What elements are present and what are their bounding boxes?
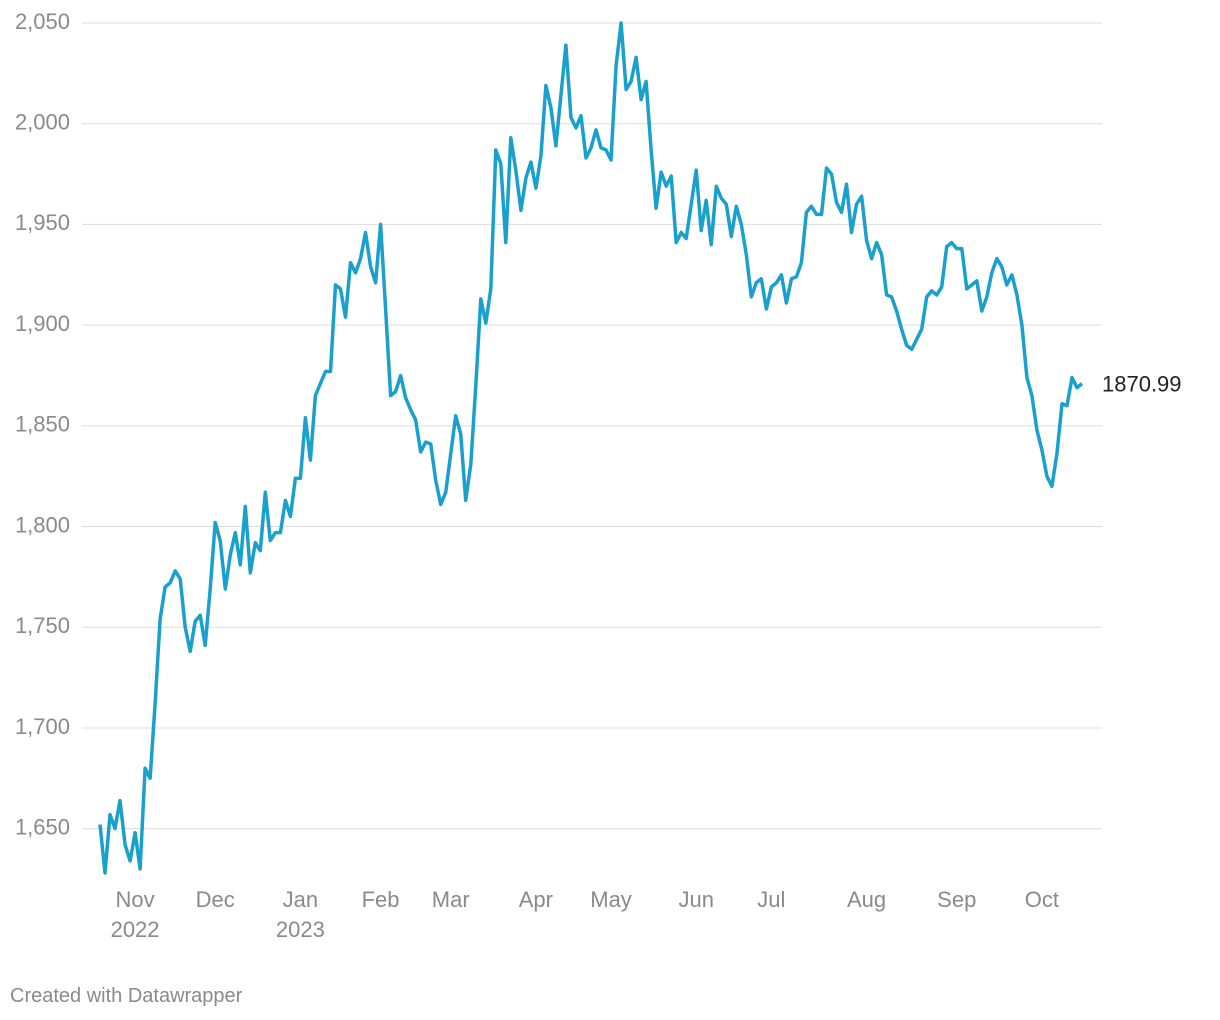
y-tick-label: 1,750 bbox=[15, 613, 70, 638]
y-tick-label: 2,050 bbox=[15, 9, 70, 34]
x-tick-label: Jan 2023 bbox=[275, 887, 325, 942]
line bbox=[98, 21, 1084, 875]
x-tick-label: Jul bbox=[757, 887, 786, 912]
y-tick-label: 1,950 bbox=[15, 210, 70, 235]
x-tick-label: Apr bbox=[518, 887, 553, 912]
x-tick-label: Sep bbox=[937, 887, 977, 912]
y-tick-label: 1,850 bbox=[15, 412, 70, 437]
y-tick-label: 1,800 bbox=[15, 512, 70, 537]
y-tick-label: 1,900 bbox=[15, 311, 70, 336]
y-tick-label: 1,700 bbox=[15, 714, 70, 739]
x-tick-label: Jun bbox=[678, 887, 714, 912]
x-tick-label: Oct bbox=[1024, 887, 1060, 912]
x-tick-label: Feb bbox=[361, 887, 400, 912]
y-tick-label: 2,000 bbox=[15, 110, 70, 135]
x-tick-label: May bbox=[590, 887, 632, 912]
x-tick-label: Dec bbox=[195, 887, 235, 912]
x-tick-label: Mar bbox=[431, 887, 470, 912]
x-tick-label: Aug bbox=[846, 887, 887, 912]
x-tick-label: Nov 2022 bbox=[110, 887, 160, 942]
end-value-label: 1870.99 bbox=[1102, 371, 1182, 396]
credit: Created with Datawrapper bbox=[10, 985, 243, 1007]
y-tick-label: 1,650 bbox=[15, 814, 70, 839]
